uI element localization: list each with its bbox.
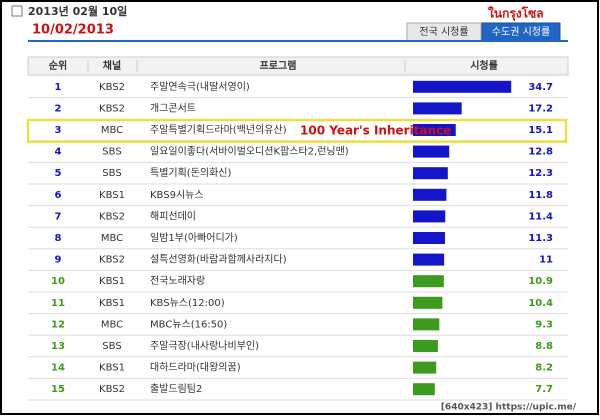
- rank: 12: [51, 319, 65, 330]
- channel: MBC: [101, 319, 123, 330]
- rank: 10: [51, 276, 65, 287]
- rank: 11: [51, 298, 65, 309]
- rating-bar: [413, 188, 447, 201]
- date-note: 10/02/2013: [32, 23, 114, 38]
- rank: 7: [55, 211, 62, 222]
- program: MBC뉴스(16:50): [150, 318, 227, 330]
- rank: 4: [55, 147, 62, 158]
- rating-bar: [413, 318, 440, 331]
- watermark: [640x423] https://upic.me/: [441, 403, 577, 413]
- channel: KBS2: [99, 255, 125, 266]
- rating-bar: [413, 232, 445, 244]
- rating-bar: [413, 361, 437, 374]
- channel: KBS1: [99, 363, 125, 374]
- program: 특별기획(돈의화신): [150, 167, 232, 179]
- channel: SBS: [102, 147, 121, 158]
- rating: 10.9: [528, 276, 553, 287]
- rating: 11: [539, 255, 553, 266]
- program: 출발드림팀2: [150, 383, 202, 395]
- rating: 7.7: [535, 384, 553, 395]
- header-icon: [11, 5, 23, 17]
- rank: 3: [55, 125, 62, 136]
- channel: SBS: [102, 168, 121, 179]
- rank: 9: [55, 255, 62, 266]
- program: 주말극장(내사랑나비부인): [150, 340, 259, 352]
- rating: 11.4: [528, 211, 553, 222]
- rating-bar: [413, 253, 445, 266]
- rating-bar: [413, 167, 448, 180]
- column-header: 프로그램: [260, 60, 297, 72]
- program: 개그콘서트: [150, 102, 196, 114]
- date: 2013년 02월 10일: [28, 4, 127, 18]
- rating-bar: [413, 340, 438, 352]
- channel: KBS2: [99, 82, 125, 93]
- program: 주말특별기획드라마(백년의유산): [150, 124, 287, 136]
- rank: 2: [55, 103, 62, 114]
- rating-bar: [413, 124, 456, 136]
- program: 설특선영화(바람과함께사라지다): [150, 253, 287, 266]
- column-header: 시청률: [470, 59, 498, 72]
- rank: 8: [55, 233, 62, 244]
- rating-bar: [413, 275, 444, 288]
- program: KBS9시뉴스: [150, 189, 204, 201]
- tab-label[interactable]: 수도권 시청률: [492, 26, 550, 38]
- annotation: 100 Year's Inheritance: [300, 124, 451, 138]
- rating: 12.3: [528, 168, 553, 179]
- rank: 5: [55, 168, 62, 179]
- rank: 1: [55, 82, 62, 93]
- rating: 17.2: [528, 103, 553, 114]
- rating: 8.8: [535, 341, 553, 352]
- rating: 8.2: [535, 363, 553, 374]
- rank: 15: [51, 384, 65, 395]
- program: 일요일이좋다(서바이벌오디션K팝스타2,런닝맨): [150, 146, 349, 158]
- rank: 13: [51, 341, 65, 352]
- channel: KBS1: [99, 298, 125, 309]
- location-note: ในกรุงโซล: [488, 6, 544, 22]
- rating-bar: [413, 145, 450, 158]
- rating: 11.3: [528, 233, 553, 244]
- rank: 6: [55, 190, 62, 201]
- channel: KBS2: [99, 211, 125, 222]
- program: 대하드라마(대왕의꿈): [150, 361, 241, 374]
- program: 해피선데이: [150, 209, 196, 222]
- program: KBS뉴스(12:00): [150, 297, 225, 309]
- channel: MBC: [101, 125, 123, 136]
- channel: SBS: [102, 341, 121, 352]
- rating: 9.3: [535, 319, 553, 330]
- tab-label[interactable]: 전국 시청률: [419, 26, 468, 38]
- rating-bar: [413, 210, 446, 223]
- channel: KBS2: [99, 103, 125, 114]
- program: 전국노래자랑: [150, 275, 205, 287]
- column-header: 채널: [103, 59, 121, 72]
- channel: KBS2: [99, 384, 125, 395]
- channel: KBS1: [99, 190, 125, 201]
- rating: 11.8: [528, 190, 553, 201]
- rating: 34.7: [528, 82, 553, 93]
- rating: 12.8: [528, 147, 553, 158]
- rank: 14: [51, 363, 65, 374]
- rating-bar: [413, 296, 443, 309]
- program: 주말연속극(내딸서영이): [150, 81, 250, 93]
- channel: KBS1: [99, 276, 125, 287]
- rating: 15.1: [528, 125, 553, 136]
- rating-bar: [413, 102, 462, 115]
- column-header: 순위: [49, 59, 67, 72]
- rating: 10.4: [528, 298, 553, 309]
- program: 일밤1부(아빠어디가): [150, 232, 238, 244]
- highlight-box: [27, 119, 567, 143]
- rating-bar: [413, 80, 512, 93]
- rating-bar: [413, 383, 435, 396]
- channel: MBC: [101, 233, 123, 244]
- table-header: [27, 56, 569, 76]
